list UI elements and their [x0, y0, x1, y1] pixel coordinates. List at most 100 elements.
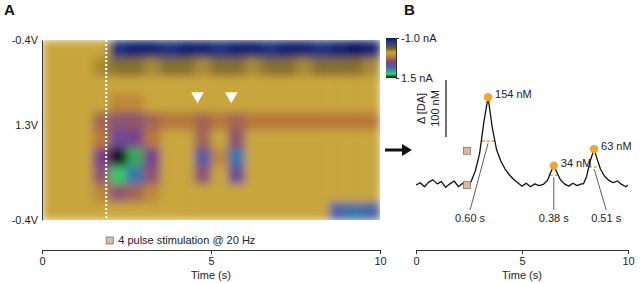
heatmap-cell — [279, 112, 297, 131]
heatmap-cell — [143, 94, 161, 113]
heatmap-cell — [110, 40, 128, 59]
heatmap-cell — [312, 202, 330, 220]
panel-label: B — [404, 1, 415, 18]
heatmap-cell — [160, 202, 178, 220]
heatmap-cell — [245, 166, 262, 185]
heatmap-cell — [143, 148, 161, 167]
heatmap-cell — [245, 130, 262, 149]
heatmap-cell — [329, 130, 347, 149]
heatmap-cell — [296, 148, 314, 167]
heatmap-cells — [42, 40, 380, 220]
heatmap-cell — [127, 202, 145, 220]
heatmap-cell — [346, 166, 364, 185]
heatmap-cell — [76, 76, 94, 95]
arrow-shaft — [385, 149, 403, 152]
heatmap-cell — [346, 76, 364, 95]
heatmap-cell — [363, 148, 380, 167]
heatmap-cell — [160, 58, 178, 77]
heatmap-cell — [59, 112, 77, 131]
heatmap-cell — [143, 166, 161, 185]
heatmap-cell — [262, 112, 280, 131]
heatmap-cell — [211, 166, 229, 185]
tick-mark — [522, 250, 523, 254]
heatmap-cell — [211, 94, 229, 113]
tick: 1.5 nA — [396, 72, 433, 84]
heatmap-cell — [296, 58, 314, 77]
heatmap-cell — [329, 166, 347, 185]
heatmap-cell — [42, 58, 60, 77]
heatmap-cell — [228, 76, 246, 95]
heatmap-cell — [296, 112, 314, 131]
tick-mark — [416, 250, 417, 254]
heatmap-cell — [76, 58, 94, 77]
heatmap-cell — [279, 166, 297, 185]
trace — [416, 97, 628, 187]
heatmap-cell — [279, 202, 297, 220]
heatmap-cell — [93, 94, 111, 113]
heatmap-cell — [228, 58, 246, 77]
heatmap-cell — [296, 184, 314, 203]
heatmap-cell — [59, 202, 77, 220]
heatmap-cell — [177, 184, 195, 203]
heatmap-cell — [160, 130, 178, 149]
heatmap-cell — [177, 112, 195, 131]
heatmap-cell — [279, 184, 297, 203]
tick-mark — [380, 250, 381, 254]
heatmap-cell — [177, 202, 195, 220]
heatmap-cell — [42, 112, 60, 131]
heatmap-cell — [211, 184, 229, 203]
tick: 10 — [374, 250, 386, 267]
heatmap-cell — [59, 40, 77, 59]
heatmap-cell — [312, 58, 330, 77]
heatmap-cell — [228, 202, 246, 220]
heatmap-cell — [110, 112, 128, 131]
heatmap-cell — [42, 130, 60, 149]
heatmap-cell — [143, 112, 161, 131]
heatmap-cell — [93, 58, 111, 77]
heatmap-cell — [329, 76, 347, 95]
tick-label: -0.4V — [12, 34, 39, 46]
heatmap-cell — [346, 94, 364, 113]
peak-dot — [484, 93, 492, 101]
heatmap-cell — [363, 58, 380, 77]
heatmap-cell — [363, 130, 380, 149]
heatmap-cell — [194, 202, 212, 220]
heatmap-cell — [245, 58, 262, 77]
heatmap-cell — [363, 184, 380, 203]
axis: -1.0 nA 1.5 nA — [396, 32, 437, 84]
stimulation-marker — [106, 237, 113, 244]
heatmap-cell — [245, 40, 262, 59]
heatmap-cell — [160, 166, 178, 185]
heatmap-cell — [211, 148, 229, 167]
heatmap-cell — [329, 202, 347, 220]
heatmap-cell — [312, 94, 330, 113]
heatmap-cell — [76, 112, 94, 131]
heatmap-cell — [59, 166, 77, 185]
heatmap-cell — [127, 94, 145, 113]
heatmap-cell — [262, 130, 280, 149]
heatmap-cell — [312, 130, 330, 149]
heatmap-cell — [279, 130, 297, 149]
heatmap-cell — [296, 94, 314, 113]
heatmap-cell — [110, 184, 128, 203]
heatmap-cell — [194, 58, 212, 77]
heatmap-cell — [346, 40, 364, 59]
heatmap-cell — [279, 94, 297, 113]
heatmap-cell — [363, 202, 380, 220]
heatmap-cell — [346, 58, 364, 77]
heatmap-cell — [76, 94, 94, 113]
heatmap-cell — [42, 148, 60, 167]
heatmap-cell — [228, 166, 246, 185]
heatmap-cell — [127, 166, 145, 185]
heatmap-cell — [93, 40, 111, 59]
heatmap-cell — [76, 40, 94, 59]
heatmap-cell — [262, 148, 280, 167]
heatmap-cell — [312, 184, 330, 203]
heatmap-cell — [194, 148, 212, 167]
tick-label: -1.0 nA — [401, 32, 437, 44]
heatmap-cell — [279, 58, 297, 77]
heatmap-cell — [93, 166, 111, 185]
heatmap-cell — [177, 58, 195, 77]
axis-line — [42, 41, 43, 221]
heatmap-cell — [42, 166, 60, 185]
